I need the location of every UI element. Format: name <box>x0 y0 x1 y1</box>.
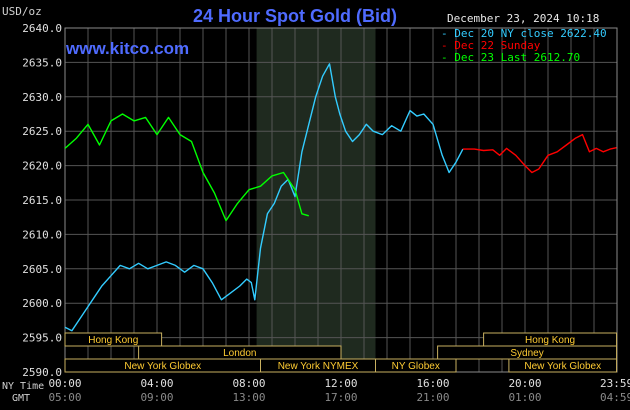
timestamp: December 23, 2024 10:18 <box>447 12 599 25</box>
session-bar-box <box>64 332 163 347</box>
session-label: Hong Kong <box>525 335 575 346</box>
x-tick-label-ny: 23:59 <box>600 377 630 390</box>
x-tick-label-gmt: 09:00 <box>140 391 173 404</box>
x-tick-label-gmt: 01:00 <box>508 391 541 404</box>
y-tick-label: 2600.0 <box>22 297 62 310</box>
legend-entry: - Dec 20 NY close 2622.40 <box>441 27 607 40</box>
session-bars: Hong Kong Hong Kong London Sydney New York G… <box>64 332 618 373</box>
chart-title: 24 Hour Spot Gold (Bid) <box>193 6 397 26</box>
session-label: New York Globex <box>524 361 601 372</box>
session-bar-box <box>375 358 457 373</box>
row-label-ny-time: NY Time <box>2 381 44 392</box>
x-tick-label-ny: 20:00 <box>508 377 541 390</box>
unit-label: USD/oz <box>2 5 42 18</box>
legend-entry: - Dec 23 Last 2612.70 <box>441 51 580 64</box>
session-bar-box <box>508 358 618 373</box>
session-label: London <box>223 348 256 359</box>
session-bar: New York Globex <box>508 358 618 373</box>
y-tick-label: 2615.0 <box>22 194 62 207</box>
series-lines <box>64 63 617 332</box>
x-tick-label-ny: 12:00 <box>324 377 357 390</box>
y-tick-label: 2590.0 <box>22 366 62 379</box>
y-tick-label: 2605.0 <box>22 263 62 276</box>
grid <box>65 27 617 373</box>
legend: - Dec 20 NY close 2622.40- Dec 22 Sunday… <box>441 27 607 64</box>
series-line-0 <box>64 63 464 332</box>
row-label-gmt: GMT <box>12 393 30 404</box>
series-line-1 <box>462 133 617 174</box>
session-bar: Sydney <box>437 345 618 360</box>
series-line-2 <box>64 113 309 222</box>
session-bar: New York Globex <box>64 358 261 373</box>
x-tick-label-ny: 04:00 <box>140 377 173 390</box>
session-label: Sydney <box>510 348 543 359</box>
x-tick-label-gmt: 21:00 <box>416 391 449 404</box>
x-tick-label-gmt: 04:59 <box>600 391 630 404</box>
x-tick-label-ny: 08:00 <box>232 377 265 390</box>
session-bar: London <box>138 345 342 360</box>
session-bar: NY Globex <box>375 358 457 373</box>
y-tick-label: 2610.0 <box>22 228 62 241</box>
y-tick-label: 2620.0 <box>22 160 62 173</box>
source-link[interactable]: www.kitco.com <box>65 39 189 58</box>
session-label: New York Globex <box>124 361 201 372</box>
y-tick-label: 2595.0 <box>22 332 62 345</box>
x-tick-label-ny: 00:00 <box>48 377 81 390</box>
legend-entry: - Dec 22 Sunday <box>441 39 541 52</box>
x-tick-label-gmt: 05:00 <box>48 391 81 404</box>
session-bar: Hong Kong <box>64 332 163 347</box>
y-tick-label: 2630.0 <box>22 91 62 104</box>
session-label: New York NYMEX <box>278 361 359 372</box>
y-axis-ticks: 2640.0 2635.0 2630.0 2625.0 2620.0 2615.0 2610… <box>22 22 62 379</box>
session-label: NY Globex <box>392 361 440 372</box>
session-label: Hong Kong <box>88 335 138 346</box>
x-tick-label-ny: 16:00 <box>416 377 449 390</box>
x-tick-label-gmt: 13:00 <box>232 391 265 404</box>
y-tick-label: 2640.0 <box>22 22 62 35</box>
y-tick-label: 2625.0 <box>22 125 62 138</box>
y-tick-label: 2635.0 <box>22 56 62 69</box>
session-bar: New York NYMEX <box>260 358 376 373</box>
session-bar: Hong Kong <box>483 332 618 347</box>
x-tick-label-gmt: 17:00 <box>324 391 357 404</box>
